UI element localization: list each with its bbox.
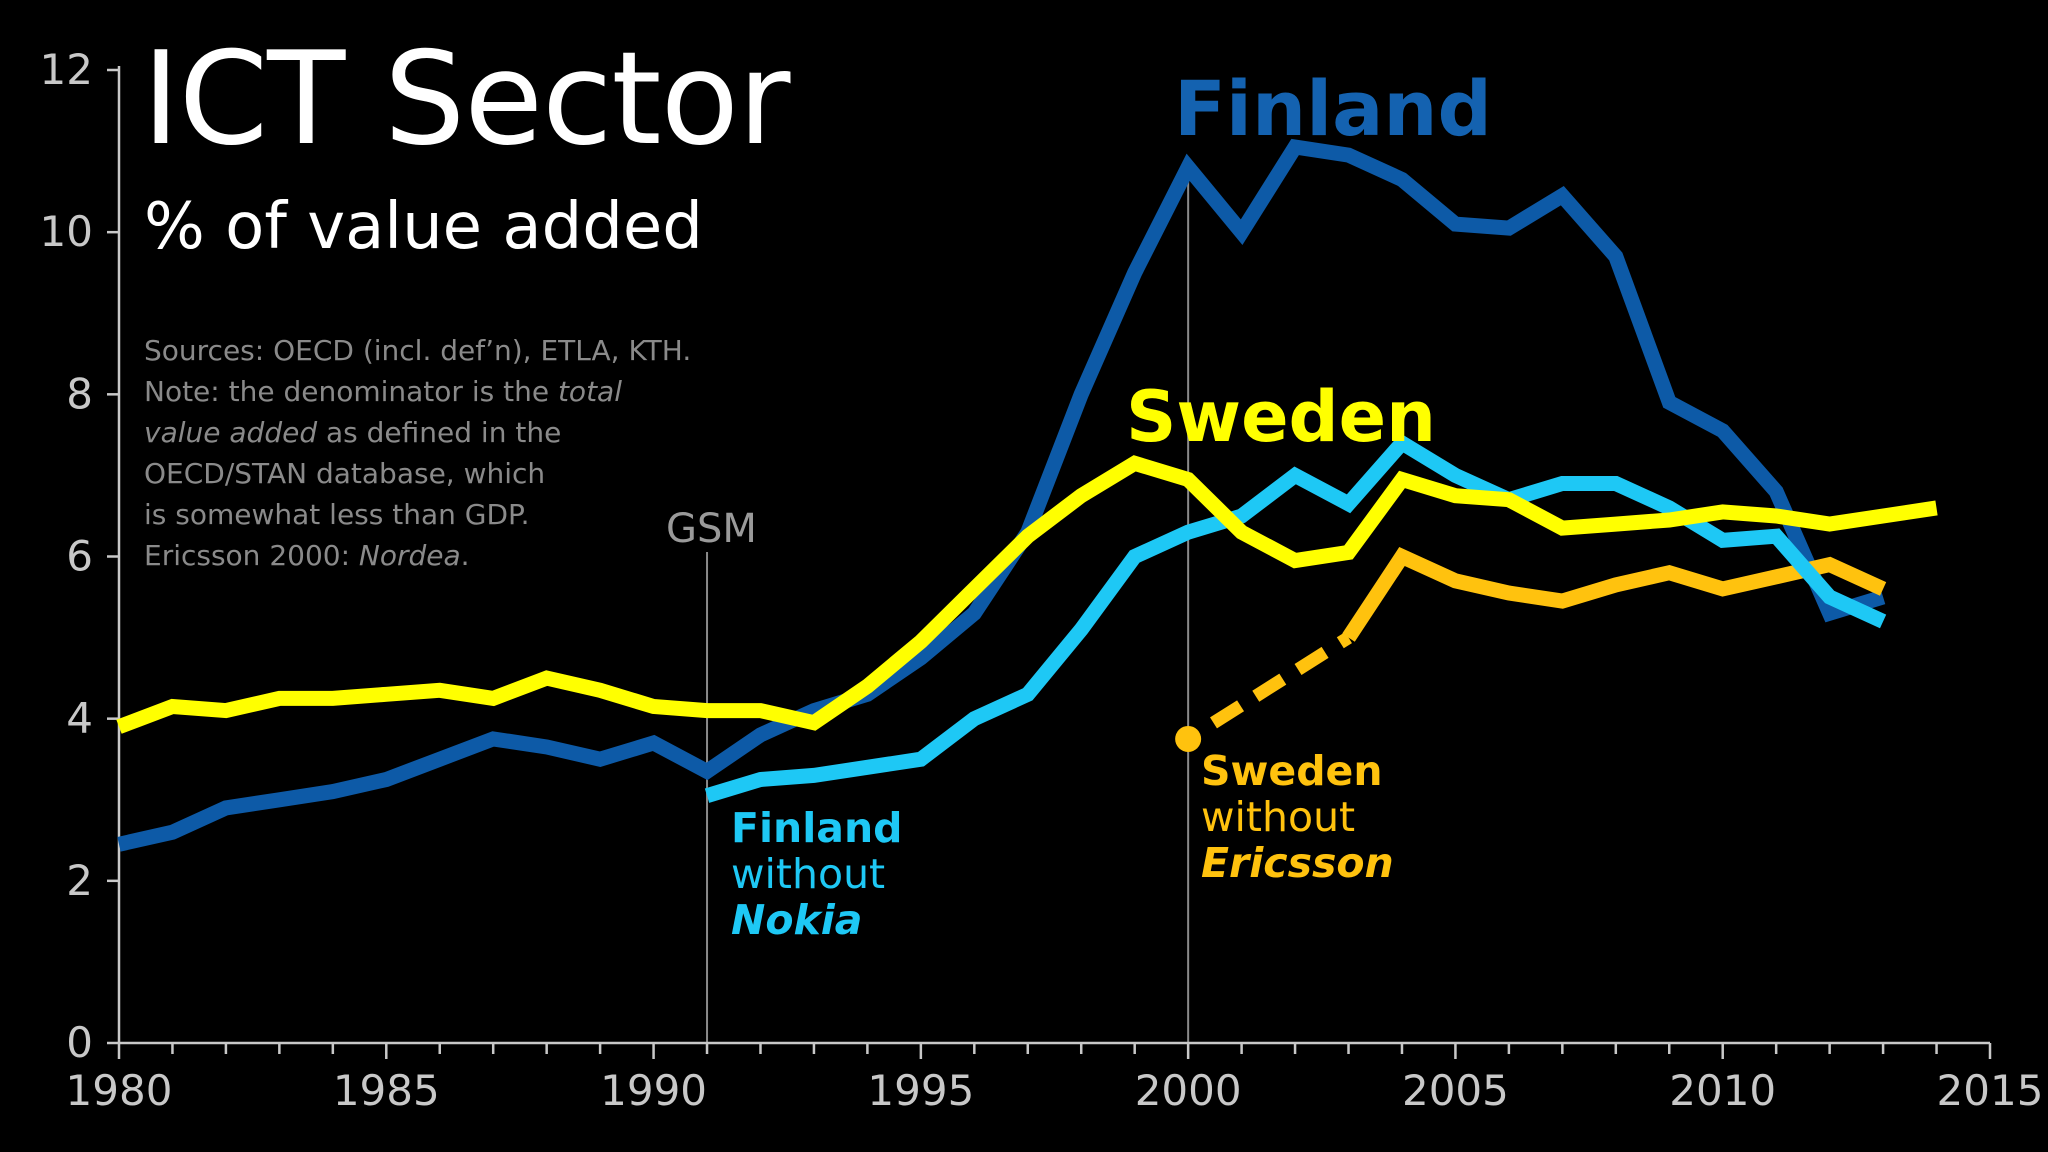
label-line: Nokia [731,896,863,944]
series-point-sweden-without-ericsson [1175,725,1202,752]
series-label-finland-without-nokia: Finland without Nokia [731,805,903,943]
y-tick-label: 2 [66,856,93,905]
y-tick-label: 0 [66,1018,93,1067]
x-tick-label: 2010 [1669,1066,1776,1115]
note-line: Sources: OECD (incl. def’n), ETLA, KTH. [144,334,692,367]
x-tick-label: 1985 [333,1066,440,1115]
x-tick-label: 2000 [1135,1066,1242,1115]
x-tick-label: 2015 [1937,1066,2044,1115]
y-tick-label: 4 [66,694,93,743]
chart-subtitle: % of value added [144,190,703,264]
x-tick-label: 1995 [867,1066,974,1115]
series-line-sweden-without-ericsson-estimate [1210,632,1352,729]
source-note: Sources: OECD (incl. def’n), ETLA, KTH. … [144,330,704,576]
label-line: without [1201,793,1356,841]
x-tick-label: 2005 [1402,1066,1509,1115]
note-line: value added as defined in the [144,416,562,449]
series-label-finland: Finland [1174,64,1492,153]
series-line-finland-without-nokia [704,433,1887,803]
x-tick-label: 1980 [66,1066,173,1115]
note-line: OECD/STAN database, which [144,457,546,490]
chart-title: ICT Sector [142,25,790,174]
label-line: Ericsson [1201,839,1394,887]
note-line: Ericsson 2000: Nordea. [144,539,470,572]
gsm-marker-label: GSM [666,506,757,552]
y-tick-label: 8 [66,369,93,418]
note-line: is somewhat less than GDP. [144,498,530,531]
y-tick-label: 12 [40,45,93,94]
label-line: Sweden [1201,747,1383,795]
series-line-sweden [116,455,1938,734]
series-label-sweden-without-ericsson: Sweden without Ericsson [1201,748,1394,886]
label-line: without [731,850,886,898]
series-label-sweden: Sweden [1126,376,1436,458]
y-tick-label: 10 [40,207,93,256]
label-line: Finland [731,804,903,852]
x-tick-label: 1990 [600,1066,707,1115]
y-tick-label: 6 [66,532,93,581]
note-line: Note: the denominator is the total [144,375,622,408]
series-line-sweden-without-ericsson [1342,547,1887,642]
